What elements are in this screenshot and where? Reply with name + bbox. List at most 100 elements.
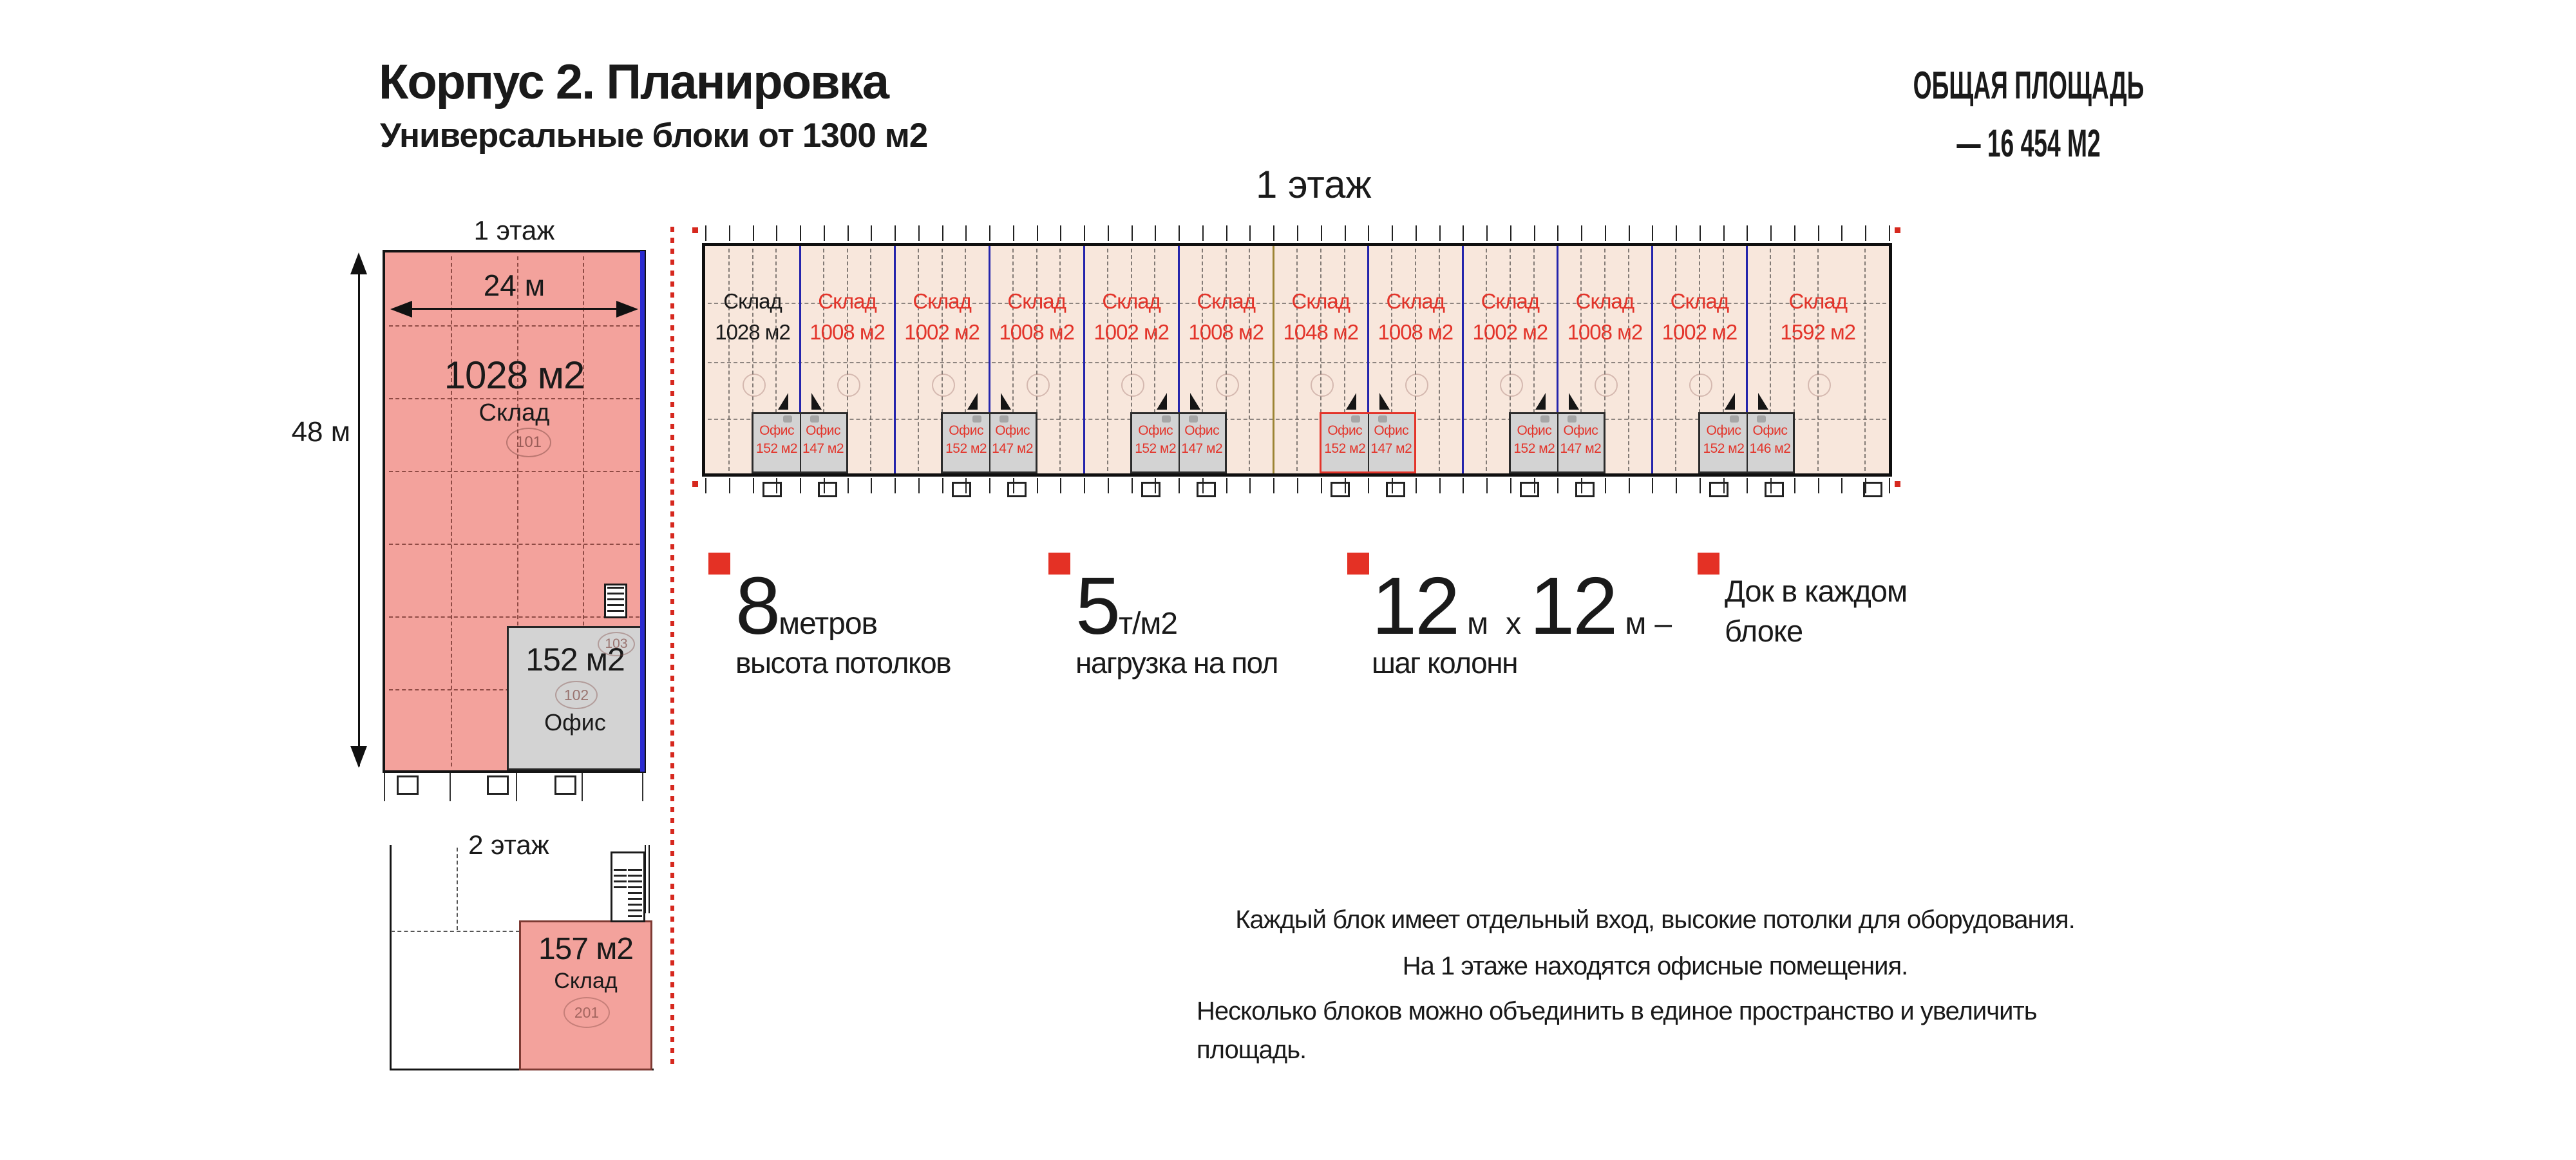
feature-load-value: 5т/м2 (1075, 566, 1178, 647)
column-tick (1226, 478, 1227, 493)
office-divider (1747, 414, 1748, 471)
warehouse-area-label: 1028 м2 (444, 354, 585, 397)
column-tick (1368, 225, 1370, 241)
office-type-label: Офис (1138, 423, 1173, 438)
feature-ceiling-unit: метров (779, 607, 878, 641)
grid-line (708, 362, 1886, 363)
dock-door (554, 775, 576, 795)
grid-line (941, 249, 943, 471)
dock-door (487, 775, 509, 795)
height-dimension-arrow (358, 256, 360, 766)
bullet-square-icon (1347, 553, 1369, 575)
block-area-label: 1002 м2 (1094, 319, 1170, 344)
warehouse-block-label: Склад 1002 м2 (1645, 286, 1754, 348)
office-type-label: Офис (1374, 423, 1409, 438)
column-tick (895, 225, 896, 241)
block-divider (1745, 246, 1748, 473)
column-tick (1841, 225, 1843, 241)
column-tick (1889, 478, 1890, 493)
column-tick (871, 225, 873, 241)
column-tick (1131, 478, 1133, 493)
warehouse-block-label: Склад 1008 м2 (1171, 286, 1281, 348)
grid-line (1438, 249, 1440, 471)
room-badge (1215, 374, 1239, 397)
block-divider (1651, 246, 1653, 473)
room-badge (1807, 374, 1831, 397)
survey-marker-icon (692, 227, 698, 233)
column-tick (728, 225, 730, 241)
column-tick (1652, 478, 1654, 493)
office-divider (1179, 414, 1180, 471)
grid-line (775, 249, 777, 471)
feature-load-unit: т/м2 (1119, 607, 1178, 641)
column-tick (1794, 478, 1795, 493)
office-area-label: 152 м2 (1324, 441, 1366, 457)
column-tick (1770, 225, 1772, 241)
grid-line (917, 249, 919, 471)
column-tick (1415, 478, 1417, 493)
office-type-label: Офис (1517, 423, 1552, 438)
grid-line (1698, 249, 1700, 471)
door-wedge-icon (1758, 393, 1769, 410)
grid-line (752, 249, 753, 471)
block-area-label: 1028 м2 (715, 319, 791, 344)
office-type-label: Офис (1563, 423, 1598, 438)
room-badge (1121, 374, 1144, 397)
stairs-icon-floor1 (604, 584, 627, 618)
column-tick (1179, 225, 1180, 241)
office-left: Офис 152 м2 (1321, 414, 1368, 471)
column-tick (1747, 225, 1748, 241)
column-tick (847, 478, 849, 493)
width-dimension-label: 24 м (483, 269, 545, 302)
column-tick (1155, 225, 1157, 241)
grid-line (1722, 249, 1724, 471)
block-area-label: 1008 м2 (810, 319, 886, 344)
arrow-head-right-icon (616, 301, 638, 318)
office-left: Офис 152 м2 (1700, 414, 1747, 471)
block-type-label: Склад (1102, 289, 1161, 313)
grid-line (1130, 249, 1132, 471)
dock-door (1709, 482, 1729, 497)
arrow-head-up-icon (350, 252, 367, 274)
arrow-head-down-icon (350, 746, 367, 768)
office-fixture (999, 415, 1009, 423)
feature-dock-line2: блоке (1725, 614, 1803, 648)
column-tick (752, 225, 754, 241)
feature-grid-number1: 12 (1372, 560, 1460, 651)
column-tick (1297, 478, 1298, 493)
office-right: Офис 147 м2 (800, 414, 846, 471)
block-type-label: Склад (1481, 289, 1540, 313)
column-tick (1249, 225, 1251, 241)
office-divider (989, 414, 991, 471)
feature-grid-value: 12 м х 12 м – (1372, 566, 1672, 647)
office-right: Офис 146 м2 (1747, 414, 1793, 471)
dock-door (1141, 482, 1161, 497)
column-tick (1533, 225, 1535, 241)
column-tick (728, 478, 730, 493)
bullet-square-icon (708, 553, 730, 575)
office-type-label: Офис (544, 709, 606, 736)
dock-door (1386, 482, 1406, 497)
column-tick (1179, 478, 1180, 493)
office-right: Офис 147 м2 (1557, 414, 1604, 471)
column-tick (1226, 225, 1227, 241)
bullet-square-icon (1698, 553, 1719, 575)
office-fixture (1730, 415, 1739, 423)
feature-grid-unit1: м (1467, 607, 1488, 641)
warehouse-block-label: Склад 1592 м2 (1763, 286, 1873, 348)
grid-line (389, 616, 639, 618)
column-tick (1273, 225, 1275, 241)
column-tick (942, 478, 943, 493)
grid-line (451, 256, 452, 766)
feature-dock-line1: Док в каждом (1725, 574, 1908, 608)
floor1-plan: 24 м 1028 м2 Склад 101 152 м2 103 102 Оф… (383, 250, 646, 773)
survey-marker-icon (1895, 227, 1900, 233)
room-badge-102: 102 (555, 681, 598, 709)
column-tick (1794, 225, 1795, 241)
office-divider (1557, 414, 1559, 471)
column-tick (1084, 478, 1086, 493)
office-type-label: Офис (806, 423, 840, 438)
floor2-unit: 157 м2 Склад 201 (519, 920, 652, 1070)
dock-door (1331, 482, 1350, 497)
